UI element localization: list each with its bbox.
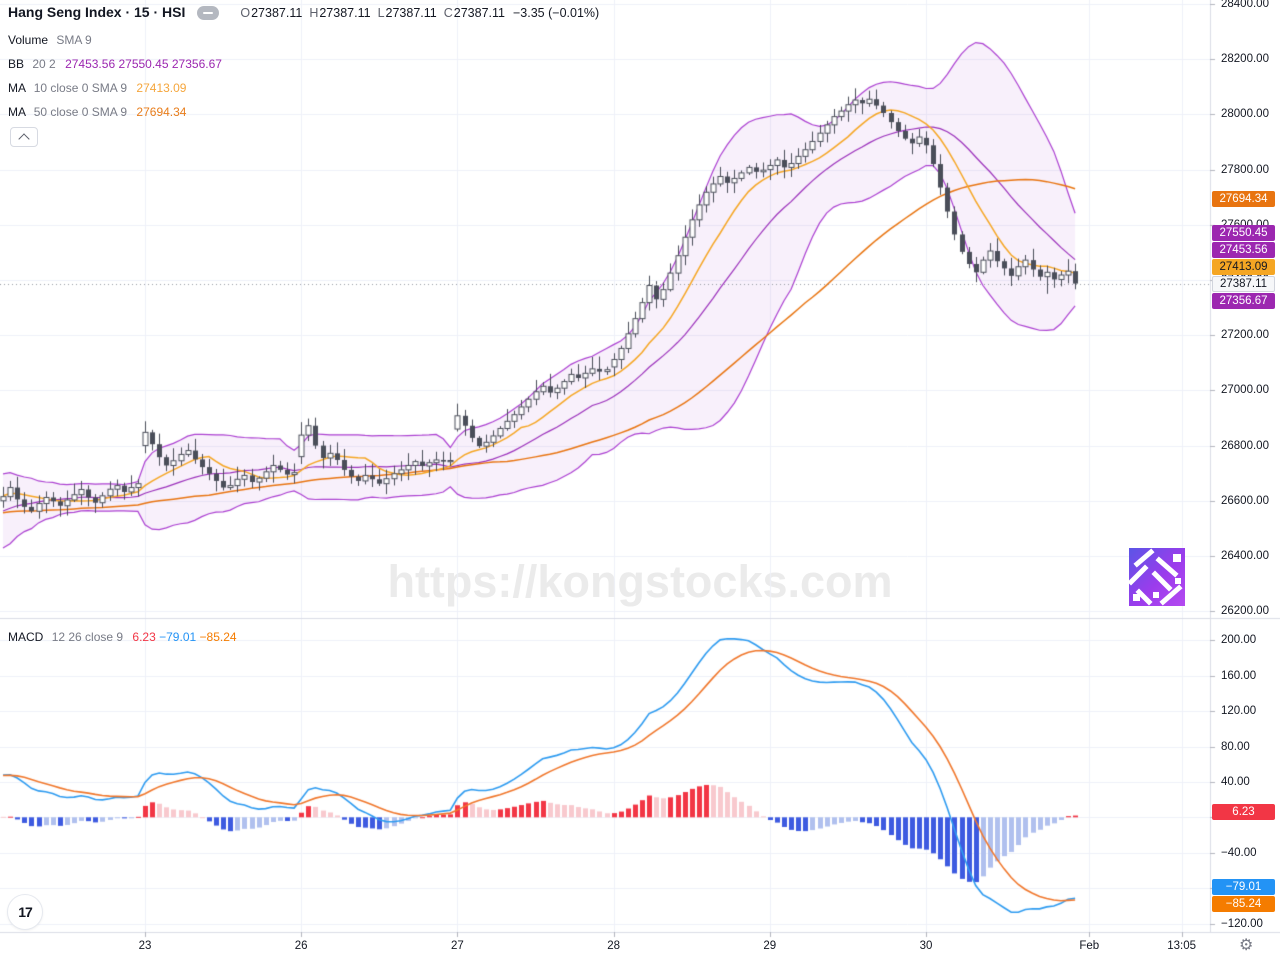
ma50-value: 27694.34 bbox=[136, 105, 187, 119]
change-value: −3.35 (−0.01%) bbox=[513, 6, 600, 20]
price-badge: 27413.09 bbox=[1212, 259, 1275, 275]
price-axis-label: 27800.00 bbox=[1221, 163, 1269, 176]
ohlc-values: O27387.11 H27387.11 L27387.11 C27387.11 bbox=[240, 6, 505, 20]
macd-axis-label: 160.00 bbox=[1221, 669, 1257, 682]
symbol-title[interactable]: Hang Seng Index · 15 · HSI bbox=[8, 4, 186, 20]
tradingview-logo-glyph: 17 bbox=[18, 904, 33, 920]
time-axis-label: 29 bbox=[763, 940, 777, 952]
time-axis-label: 13:05 bbox=[1167, 940, 1196, 952]
price-axis-label: 28000.00 bbox=[1221, 108, 1269, 121]
price-axis-label: 26600.00 bbox=[1221, 494, 1269, 507]
macd-line-value: −79.01 bbox=[159, 630, 197, 644]
ma10-legend-row[interactable]: MA 10 close 0 SMA 9 27413.09 bbox=[8, 81, 187, 95]
price-axis-label: 27200.00 bbox=[1221, 329, 1269, 342]
macd-axis-label: 200.00 bbox=[1221, 634, 1257, 647]
gear-icon[interactable]: ⚙ bbox=[1239, 937, 1254, 954]
price-axis-label: 26800.00 bbox=[1221, 439, 1269, 452]
time-axis-label: 30 bbox=[919, 940, 933, 952]
time-axis-label: 27 bbox=[450, 940, 464, 952]
bb-legend-row[interactable]: BB 20 2 27453.56 27550.45 27356.67 bbox=[8, 57, 222, 71]
time-axis-label: 28 bbox=[607, 940, 620, 952]
price-badge: 27356.67 bbox=[1212, 293, 1275, 309]
bb-lower-value: 27356.67 bbox=[171, 57, 222, 71]
price-axis-label: 26400.00 bbox=[1221, 550, 1269, 562]
chevron-up-icon bbox=[18, 133, 30, 145]
macd-axis-label: −120.00 bbox=[1221, 917, 1263, 930]
bb-upper-value: 27550.45 bbox=[118, 57, 169, 71]
macd-badge: −79.01 bbox=[1212, 879, 1275, 895]
time-axis-label: 26 bbox=[294, 940, 308, 952]
symbol-legend-row[interactable]: Hang Seng Index · 15 · HSI O27387.11 H2738… bbox=[8, 4, 600, 21]
tradingview-logo[interactable]: 17 bbox=[7, 894, 43, 930]
price-badge: 27550.45 bbox=[1212, 225, 1275, 241]
price-axis-label: 26200.00 bbox=[1221, 605, 1269, 618]
macd-axis-label: 120.00 bbox=[1221, 705, 1257, 718]
macd-legend-row[interactable]: MACD 12 26 close 9 6.23 −79.01 −85.24 bbox=[8, 630, 237, 644]
price-axis-label: 27000.00 bbox=[1221, 384, 1269, 397]
time-axis-label: 23 bbox=[138, 940, 152, 952]
ma50-legend-row[interactable]: MA 50 close 0 SMA 9 27694.34 bbox=[8, 105, 187, 119]
bb-basis-value: 27453.56 bbox=[65, 57, 116, 71]
macd-signal-value: −85.24 bbox=[199, 630, 237, 644]
time-axis-label: Feb bbox=[1079, 940, 1100, 952]
macd-badge: 6.23 bbox=[1212, 804, 1275, 820]
kongstocks-logo bbox=[1127, 548, 1185, 606]
macd-hist-value: 6.23 bbox=[132, 630, 156, 644]
collapse-legend-button[interactable] bbox=[10, 127, 38, 147]
macd-axis-label: −40.00 bbox=[1221, 846, 1257, 859]
volume-legend-row[interactable]: Volume SMA 9 bbox=[8, 33, 92, 47]
price-badge: 27694.34 bbox=[1212, 191, 1275, 207]
price-badge: 27387.11 bbox=[1212, 276, 1275, 292]
macd-axis-label: 40.00 bbox=[1221, 775, 1250, 788]
macd-badge: −85.24 bbox=[1212, 896, 1275, 912]
macd-axis-label: 80.00 bbox=[1221, 740, 1250, 753]
kongstocks-logo-image bbox=[1127, 548, 1185, 606]
price-axis-label: 28200.00 bbox=[1221, 53, 1269, 66]
hide-symbol-icon[interactable] bbox=[197, 6, 220, 21]
price-badge: 27453.56 bbox=[1212, 242, 1275, 258]
ma10-value: 27413.09 bbox=[136, 81, 187, 95]
price-axis-label: 28400.00 bbox=[1221, 0, 1269, 10]
